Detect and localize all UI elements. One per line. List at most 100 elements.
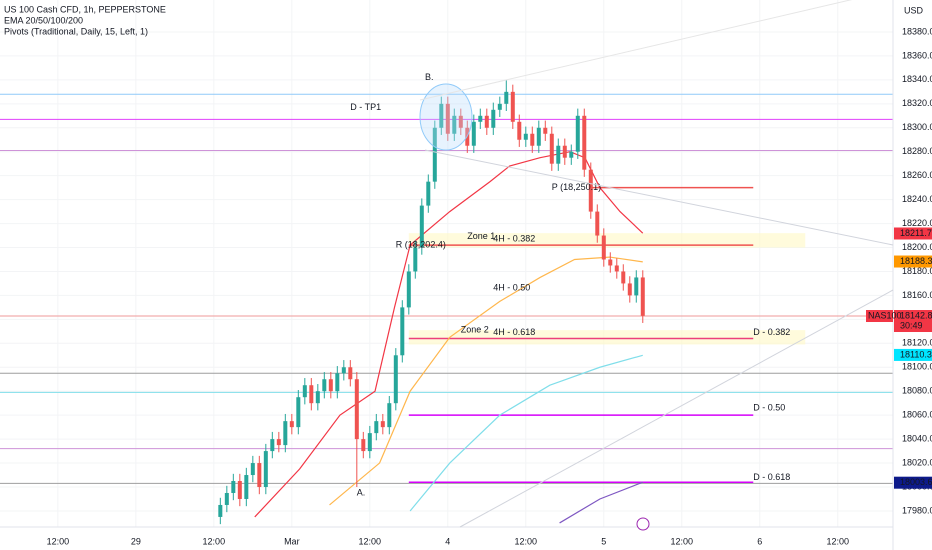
countdown: 30:49 bbox=[900, 320, 923, 330]
x-tick-label: 12:00 bbox=[826, 536, 849, 546]
candle-body bbox=[283, 421, 288, 446]
candle-body bbox=[419, 205, 424, 248]
x-tick-label: Mar bbox=[284, 536, 300, 546]
candle-body bbox=[439, 103, 444, 128]
y-tick-label: 18260.0 bbox=[902, 170, 932, 180]
candle-body bbox=[276, 439, 281, 446]
candle-body bbox=[231, 481, 236, 493]
trend-line bbox=[419, 0, 853, 101]
candle-body bbox=[374, 421, 379, 434]
candle-body bbox=[458, 115, 463, 128]
annotation: P (18,250.1) bbox=[552, 182, 601, 192]
candle-body bbox=[452, 115, 457, 134]
y-tick-label: 18220.0 bbox=[902, 218, 932, 228]
candle-body bbox=[608, 259, 613, 266]
candle-body bbox=[257, 463, 262, 488]
y-tick-label: 18300.0 bbox=[902, 122, 932, 132]
candle-body bbox=[640, 277, 645, 316]
candle-body bbox=[309, 385, 314, 404]
annotation: D - TP1 bbox=[350, 102, 381, 112]
candle-body bbox=[218, 504, 223, 517]
price-tag-label: 18188.3 bbox=[900, 256, 932, 266]
trend-line bbox=[424, 149, 894, 246]
y-tick-label: 18340.0 bbox=[902, 74, 932, 84]
candle-body bbox=[634, 277, 639, 296]
x-tick-label: 12:00 bbox=[671, 536, 694, 546]
candle-body bbox=[224, 492, 229, 505]
candle-body bbox=[595, 211, 600, 236]
currency: USD bbox=[904, 5, 924, 15]
y-tick-label: 17980.0 bbox=[902, 505, 932, 515]
candle-body bbox=[426, 181, 431, 206]
candle-body bbox=[504, 91, 509, 104]
candle-body bbox=[517, 121, 522, 140]
candle-body bbox=[601, 235, 606, 260]
candle-body bbox=[354, 379, 359, 440]
candle-body bbox=[380, 421, 385, 428]
symbol-tag bbox=[866, 310, 893, 323]
y-tick-label: 18020.0 bbox=[902, 457, 932, 467]
ema-line bbox=[254, 151, 644, 518]
zone bbox=[408, 330, 806, 345]
price-tag bbox=[894, 476, 932, 489]
candle-body bbox=[556, 145, 561, 164]
candle-body bbox=[471, 121, 476, 146]
annotation: Zone 1 bbox=[467, 231, 495, 241]
candle-body bbox=[510, 91, 515, 122]
x-tick-label: 6 bbox=[757, 536, 762, 546]
candle-body bbox=[361, 439, 366, 452]
y-tick-label: 18360.0 bbox=[902, 50, 932, 60]
y-tick-label: 18160.0 bbox=[902, 290, 932, 300]
price-tag-label: 18003.6 bbox=[900, 477, 932, 487]
candle-body bbox=[484, 115, 489, 128]
candle-body bbox=[549, 133, 554, 164]
event-icon[interactable] bbox=[636, 517, 650, 531]
candle-body bbox=[335, 373, 340, 392]
y-tick-label: 18380.0 bbox=[902, 26, 932, 36]
candle-body bbox=[289, 421, 294, 428]
annotation: D - 0.50 bbox=[753, 402, 785, 412]
candle-body bbox=[536, 127, 541, 146]
candle-body bbox=[569, 151, 574, 158]
candle-body bbox=[328, 379, 333, 392]
y-tick-label: 18120.0 bbox=[902, 338, 932, 348]
trend-line bbox=[459, 289, 894, 528]
ema-line bbox=[559, 481, 643, 524]
y-tick-label: 18240.0 bbox=[902, 194, 932, 204]
highlight-circle bbox=[419, 83, 473, 151]
candle-body bbox=[562, 145, 567, 158]
candle-body bbox=[244, 475, 249, 499]
indicator: Pivots (Traditional, Daily, 15, Left, 1) bbox=[4, 26, 148, 36]
candle-body bbox=[322, 379, 327, 392]
candle-body bbox=[478, 115, 483, 122]
candle-body bbox=[237, 481, 242, 499]
annotation: 4H - 0.618 bbox=[493, 327, 535, 337]
candle-body bbox=[393, 355, 398, 404]
y-tick-label: 18280.0 bbox=[902, 146, 932, 156]
candle-body bbox=[315, 391, 320, 404]
candle-body bbox=[588, 169, 593, 212]
candle-body bbox=[445, 103, 450, 134]
y-tick-label: 18040.0 bbox=[902, 433, 932, 443]
candle-body bbox=[387, 403, 392, 428]
candle-body bbox=[413, 247, 418, 272]
y-tick-label: 18200.0 bbox=[902, 242, 932, 252]
candle-body bbox=[497, 103, 502, 110]
candle-body bbox=[367, 433, 372, 452]
x-tick-label: 12:00 bbox=[203, 536, 226, 546]
candle-body bbox=[302, 385, 307, 398]
price-tag bbox=[894, 227, 932, 240]
price-tag bbox=[894, 348, 932, 361]
y-tick-label: 18100.0 bbox=[902, 362, 932, 372]
annotation: D - 0.618 bbox=[753, 472, 790, 482]
x-tick-label: 4 bbox=[445, 536, 450, 546]
y-tick-label: 18320.0 bbox=[902, 98, 932, 108]
ema-line bbox=[329, 256, 643, 506]
candle-body bbox=[400, 307, 405, 356]
x-tick-label: 5 bbox=[601, 536, 606, 546]
y-tick-label: 18080.0 bbox=[902, 386, 932, 396]
y-tick-label: 18060.0 bbox=[902, 410, 932, 420]
x-tick-label: 12:00 bbox=[359, 536, 382, 546]
